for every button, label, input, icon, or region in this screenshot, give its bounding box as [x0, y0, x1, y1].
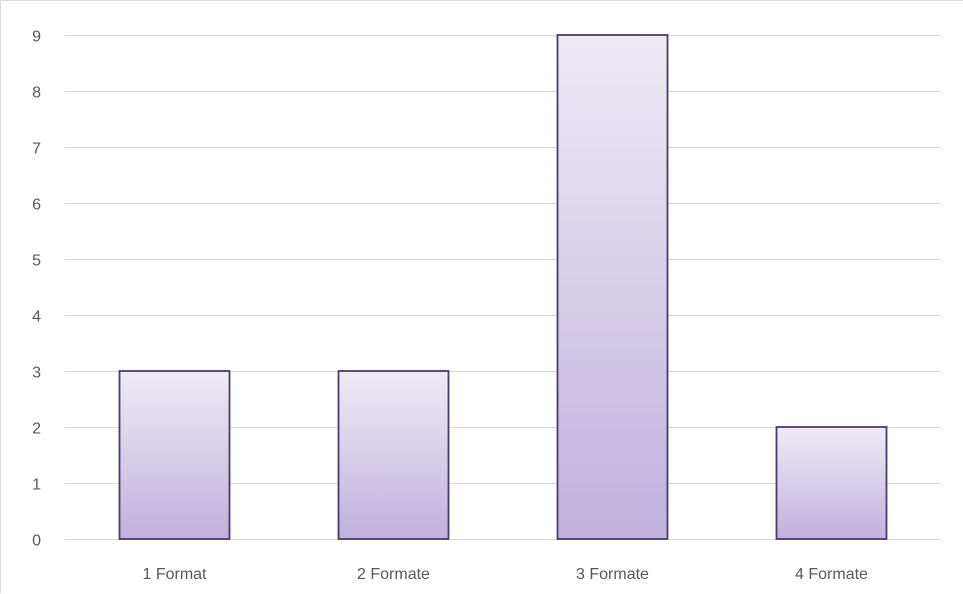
y-tick-label: 3	[32, 365, 41, 382]
bars	[118, 34, 888, 540]
bar-3	[556, 34, 669, 540]
y-tick-label: 9	[32, 29, 41, 46]
y-tick-label: 6	[32, 197, 41, 214]
y-tick-label: 4	[32, 309, 41, 326]
y-tick-label: 2	[32, 421, 41, 438]
y-tick-label: 7	[32, 141, 41, 158]
y-tick-label: 0	[32, 533, 41, 550]
y-tick-label: 1	[32, 477, 41, 494]
x-tick-label: 1 Format	[142, 566, 207, 583]
x-tick-label: 4 Formate	[795, 566, 868, 583]
x-axis-tick-labels: 1 Format 2 Formate 3 Formate 4 Formate	[142, 566, 868, 583]
x-tick-label: 3 Formate	[576, 566, 649, 583]
y-axis-tick-labels: 0 1 2 3 4 5 6 7 8 9	[32, 29, 41, 550]
x-tick-label: 2 Formate	[357, 566, 430, 583]
bar-4	[775, 426, 888, 540]
y-tick-label: 5	[32, 253, 41, 270]
bar-2	[337, 370, 450, 540]
bar-1	[118, 370, 231, 540]
y-tick-label: 8	[32, 85, 41, 102]
